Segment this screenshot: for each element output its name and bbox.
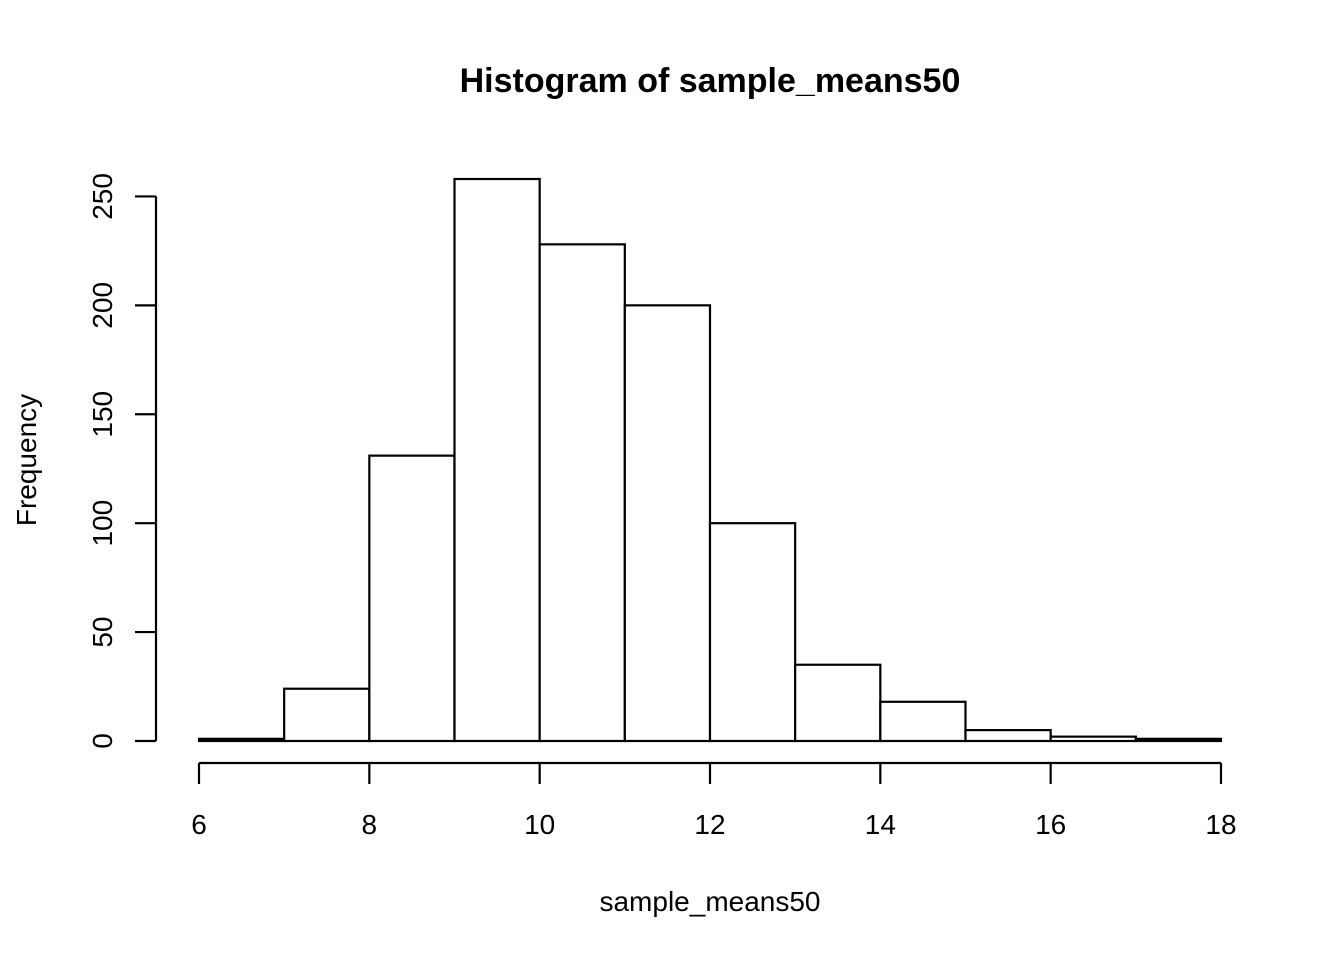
histogram-bar bbox=[1049, 735, 1137, 743]
x-axis: 6 8 10 12 14 16 18 bbox=[191, 761, 1237, 840]
histogram-bar bbox=[794, 663, 882, 743]
x-tick-label: 16 bbox=[1035, 809, 1066, 840]
histogram-bar bbox=[879, 700, 967, 743]
histogram-bar bbox=[623, 304, 712, 743]
histogram-bar bbox=[197, 737, 286, 743]
x-tick-label: 10 bbox=[524, 809, 555, 840]
chart-title: Histogram of sample_means50 bbox=[460, 62, 961, 100]
x-axis-label: sample_means50 bbox=[599, 886, 820, 917]
x-tick-label: 18 bbox=[1205, 809, 1236, 840]
histogram-bar bbox=[283, 687, 371, 743]
x-tick-label: 8 bbox=[362, 809, 378, 840]
y-tick-label: 0 bbox=[87, 733, 118, 749]
histogram-bar bbox=[453, 177, 541, 743]
x-tick-label: 12 bbox=[694, 809, 725, 840]
y-axis: 0 50 100 150 200 250 bbox=[87, 173, 158, 749]
histogram-bar bbox=[368, 454, 456, 743]
y-tick-label: 250 bbox=[87, 173, 118, 220]
x-tick-label: 6 bbox=[191, 809, 207, 840]
histogram-bar bbox=[1134, 737, 1223, 743]
y-tick-label: 150 bbox=[87, 391, 118, 438]
y-tick-label: 100 bbox=[87, 500, 118, 547]
y-tick-label: 200 bbox=[87, 282, 118, 329]
histogram-bar bbox=[538, 243, 626, 743]
y-tick-label: 50 bbox=[87, 617, 118, 648]
x-tick-label: 14 bbox=[865, 809, 896, 840]
histogram-bar bbox=[964, 729, 1052, 743]
bars-group bbox=[197, 177, 1223, 743]
histogram-bar bbox=[708, 522, 797, 743]
y-axis-label: Frequency bbox=[11, 394, 42, 526]
